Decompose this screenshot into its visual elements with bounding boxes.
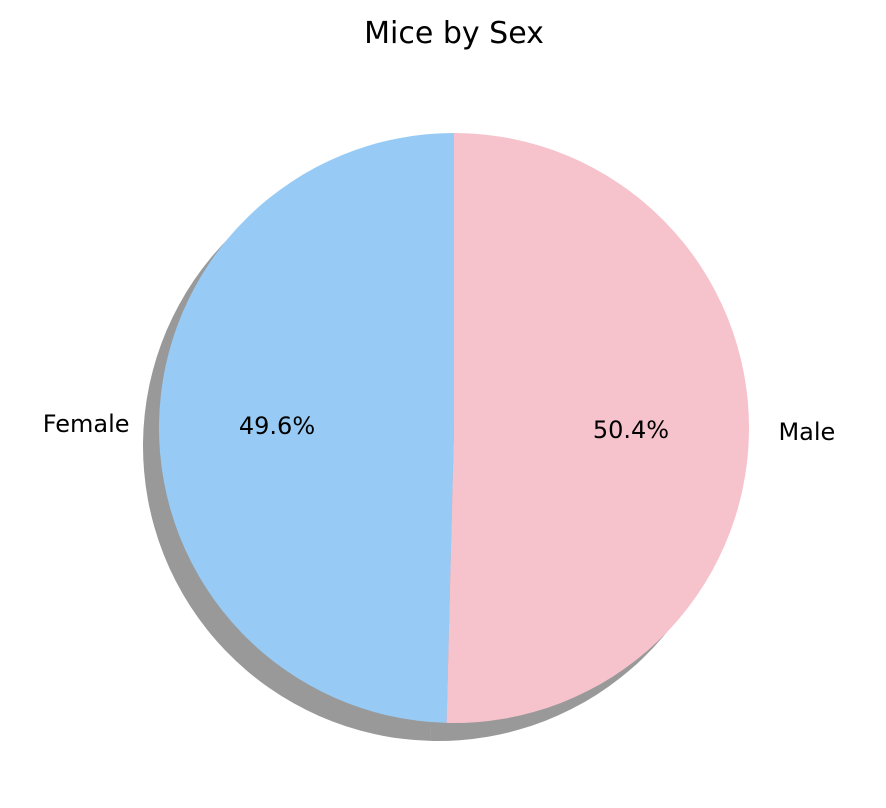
percent-label-male: 50.4% bbox=[593, 416, 669, 444]
pie-slice-female bbox=[158, 133, 454, 723]
category-label-male: Male bbox=[778, 418, 835, 446]
category-label-female: Female bbox=[43, 410, 130, 438]
chart-title: Mice by Sex bbox=[364, 16, 544, 51]
pie-slices bbox=[158, 133, 749, 723]
percent-label-female: 49.6% bbox=[239, 412, 315, 440]
pie-slice-male bbox=[446, 133, 749, 723]
pie-labels: 49.6% Female 50.4% Male bbox=[43, 410, 836, 446]
